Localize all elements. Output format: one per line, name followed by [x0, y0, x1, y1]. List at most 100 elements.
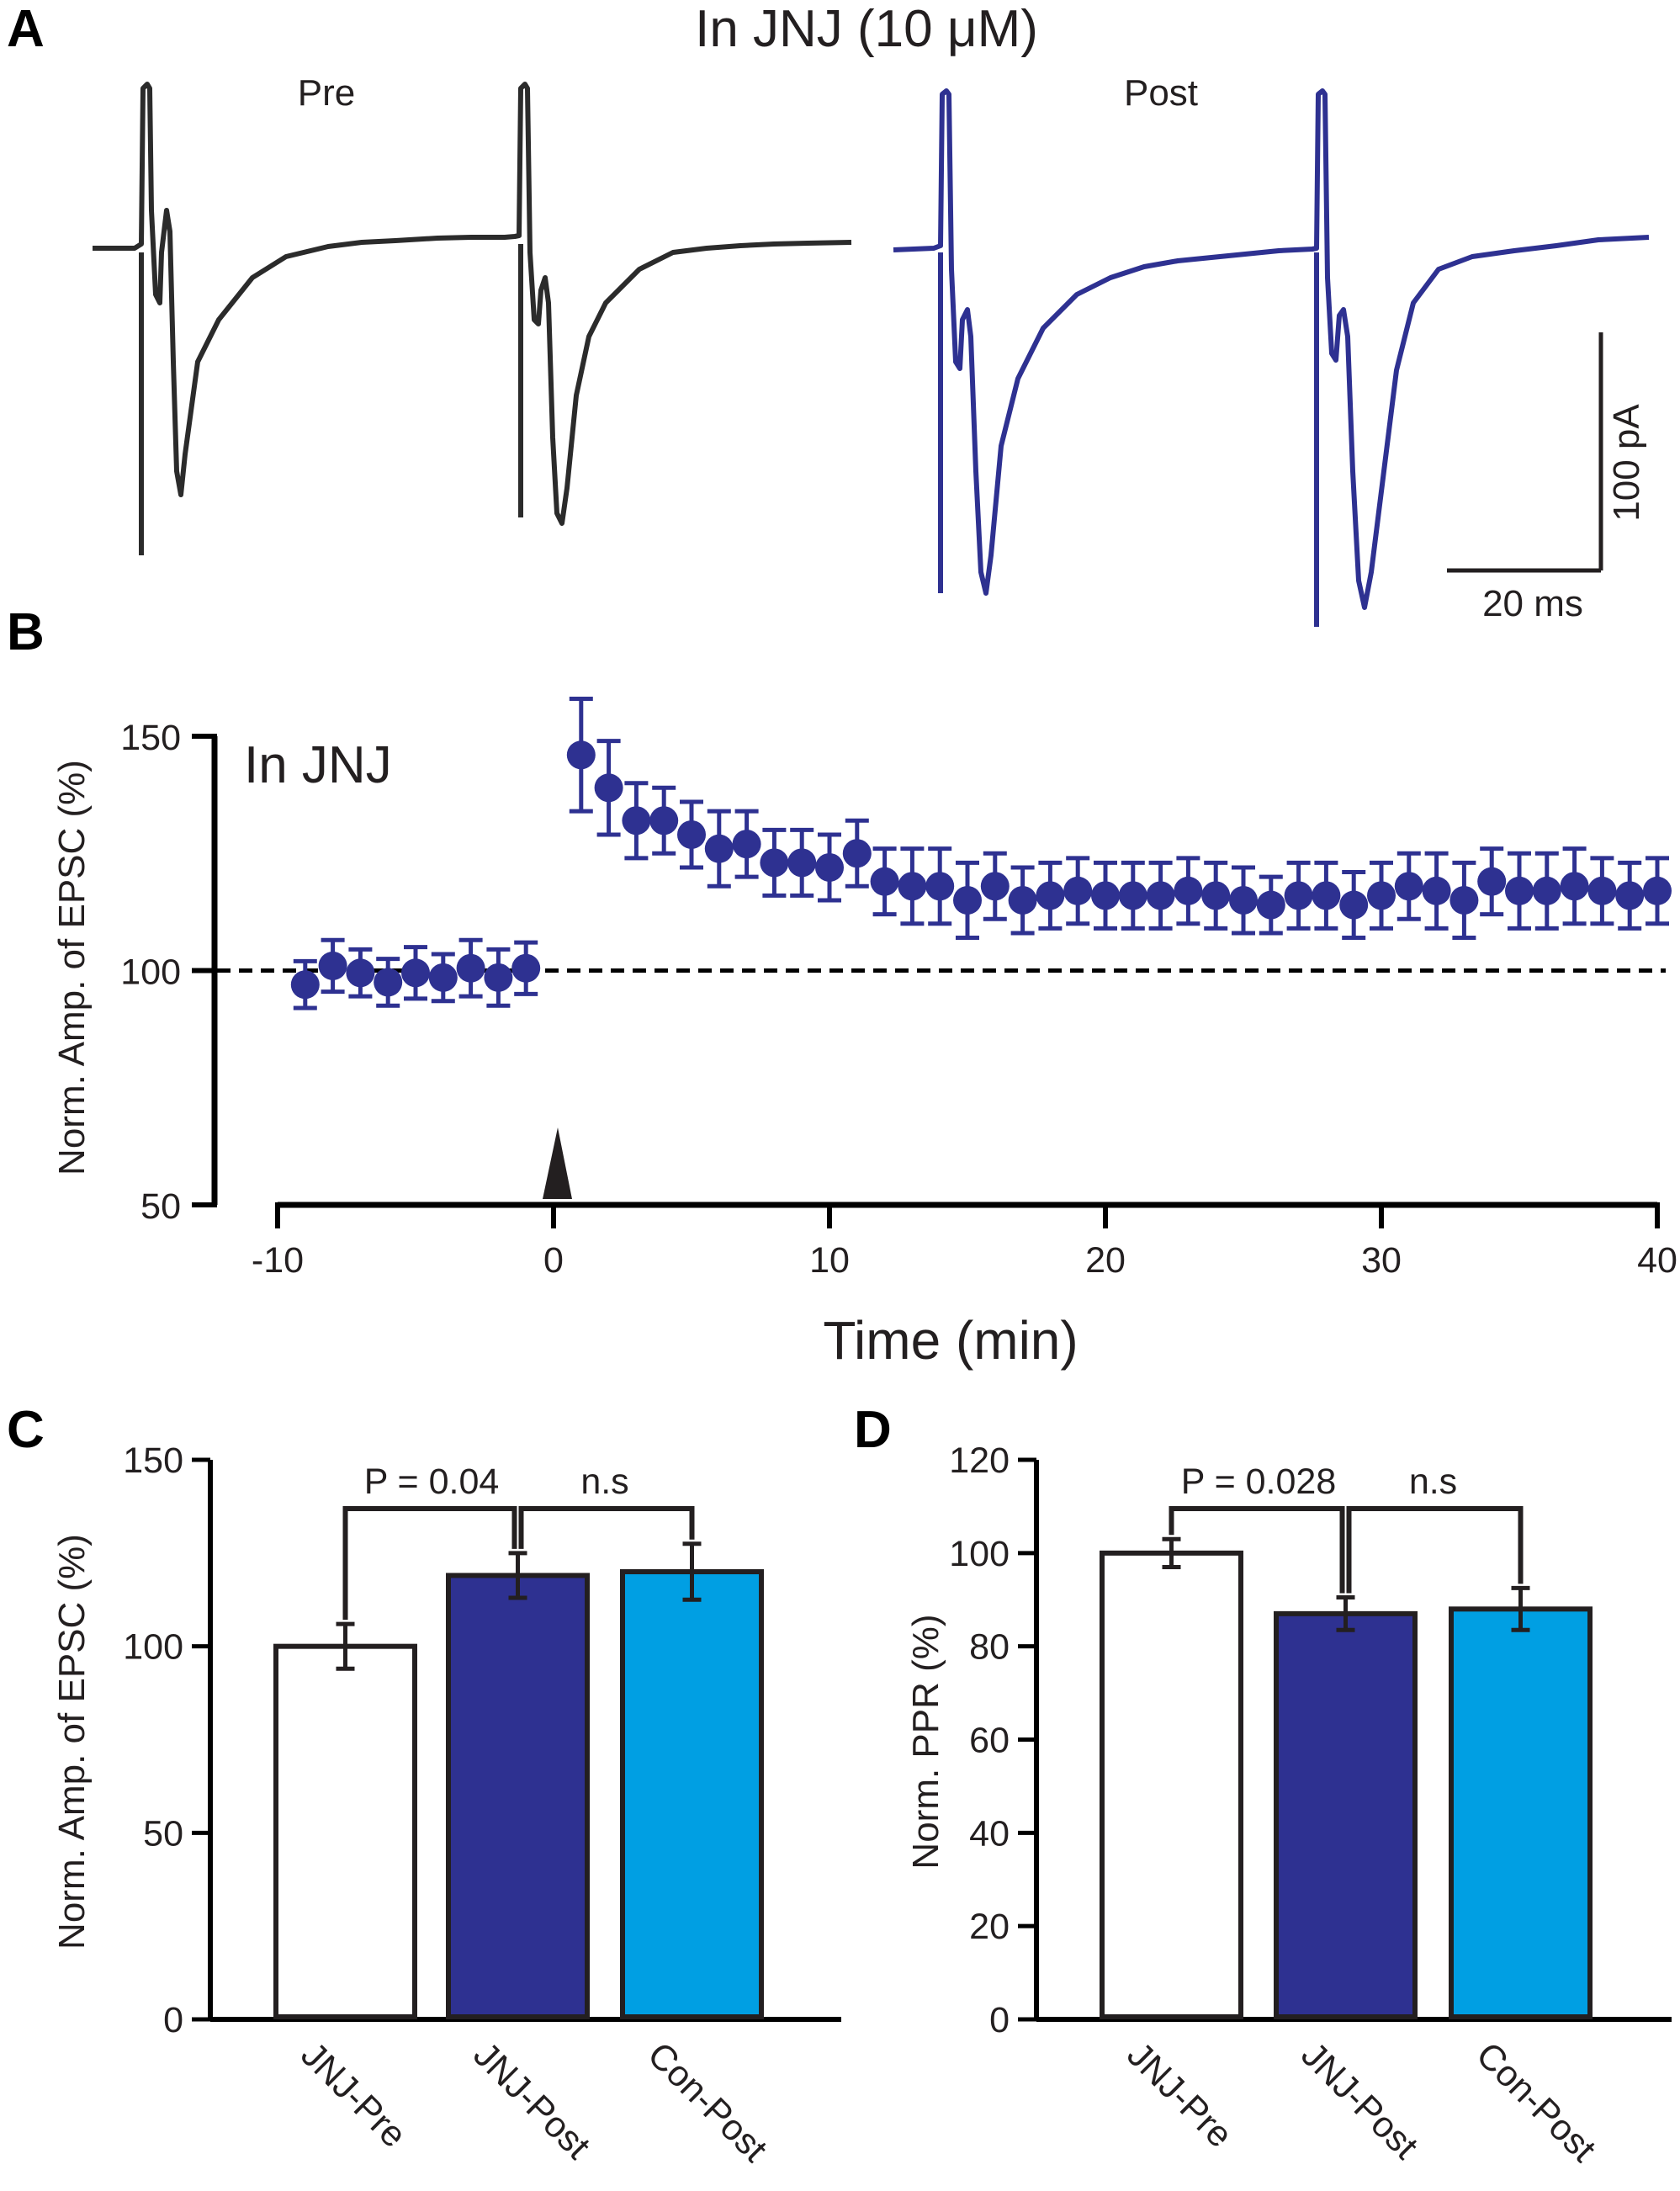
- timecourse-point: [1036, 860, 1065, 931]
- data-point: [1229, 885, 1258, 915]
- d-ylabel: Norm. PPR (%): [905, 1614, 946, 1869]
- timecourse-point: [1449, 860, 1479, 941]
- timecourse-point: [1118, 860, 1147, 931]
- category-label: JNJ-Pre: [1119, 2034, 1240, 2156]
- data-point: [842, 839, 872, 868]
- application-arrowhead: [543, 1127, 572, 1199]
- data-point: [1422, 876, 1451, 905]
- data-point: [511, 953, 541, 983]
- data-point: [1587, 876, 1617, 905]
- timecourse-point: [566, 696, 596, 814]
- y-tick-label: 20: [969, 1907, 1010, 1947]
- data-point: [290, 970, 320, 1000]
- b-ylabel: Norm. Amp. of EPSC (%): [51, 760, 93, 1175]
- data-point: [1643, 876, 1672, 905]
- data-point: [1394, 872, 1423, 901]
- timecourse-point: [622, 781, 651, 861]
- y-tick-label: 150: [123, 1440, 183, 1481]
- panel-label-b: B: [7, 603, 45, 661]
- timecourse-point: [318, 937, 347, 995]
- bar: [1449, 1606, 1593, 2020]
- timecourse-point: [1339, 870, 1369, 941]
- timecourse-point: [1229, 865, 1258, 936]
- data-point: [318, 951, 347, 980]
- timecourse-point: [428, 952, 458, 1004]
- panel-label-d: D: [854, 1401, 892, 1459]
- timecourse-point: [456, 937, 485, 999]
- scale-x-label: 20 ms: [1482, 583, 1583, 624]
- data-point: [346, 958, 375, 988]
- data-point: [980, 872, 1010, 901]
- timecourse-point: [1091, 860, 1120, 931]
- b-x-tick-label: 0: [543, 1240, 564, 1281]
- timecourse-chart: In JNJ Norm. Amp. of EPSC (%) Time (min)…: [51, 696, 1677, 1371]
- data-point: [1256, 890, 1285, 920]
- y-tick-label: 40: [969, 1813, 1010, 1854]
- data-point: [1201, 881, 1231, 910]
- bar-chart-ppr: Norm. PPR (%) 0 20 40 60 80 100 120 JNJ-Pre JNJ-…: [905, 1440, 1672, 2170]
- data-point: [870, 867, 899, 896]
- timecourse-point: [980, 851, 1010, 921]
- category-label: JNJ-Post: [465, 2034, 597, 2167]
- b-y-tick-label: 50: [140, 1186, 181, 1227]
- timecourse-point: [1560, 846, 1589, 926]
- timecourse-point: [953, 860, 982, 941]
- bar: [446, 1573, 590, 2019]
- p-value-label: P = 0.04: [364, 1462, 500, 1502]
- data-point: [953, 885, 982, 915]
- pre-trace: [93, 82, 852, 526]
- timecourse-point: [704, 809, 734, 889]
- b-x-tick-label: 40: [1637, 1240, 1677, 1281]
- data-point: [925, 872, 955, 901]
- data-point: [428, 963, 458, 992]
- timecourse-point: [842, 818, 872, 889]
- bar-chart-epsc: Norm. Amp. of EPSC (%) 0 50 100 150 JNJ-Pre J…: [51, 1440, 841, 2170]
- data-point: [1008, 885, 1037, 915]
- data-point: [622, 806, 651, 836]
- timecourse-point: [1643, 856, 1672, 926]
- b-x-tick-label: 30: [1361, 1240, 1402, 1281]
- pre-label: Pre: [298, 72, 355, 114]
- timecourse-point: [1532, 851, 1561, 931]
- timecourse-point: [1394, 851, 1423, 921]
- timecourse-point: [374, 957, 403, 1008]
- timecourse-point: [1422, 851, 1451, 931]
- y-tick-label: 0: [163, 2000, 183, 2040]
- bar: [1100, 1550, 1243, 2020]
- timecourse-point: [787, 827, 817, 898]
- b-y-tick-label: 100: [120, 952, 181, 993]
- b-xlabel: Time (min): [823, 1310, 1078, 1371]
- timecourse-point: [925, 846, 955, 926]
- timecourse-point: [594, 739, 623, 837]
- data-point: [1449, 885, 1479, 915]
- timecourse-point: [1146, 860, 1175, 931]
- significance-bracket: [342, 1506, 517, 1621]
- data-point: [760, 848, 789, 878]
- ns-label: n.s: [580, 1462, 628, 1502]
- data-point: [1312, 881, 1341, 910]
- data-point: [732, 830, 761, 859]
- timecourse-point: [290, 958, 320, 1011]
- timecourse-point: [1008, 865, 1037, 936]
- data-point: [1174, 876, 1203, 905]
- timecourse-point: [870, 846, 899, 917]
- category-label: Con-Post: [1468, 2034, 1603, 2170]
- data-point: [401, 958, 430, 988]
- p-value-label: P = 0.028: [1181, 1462, 1337, 1502]
- bar: [1274, 1610, 1418, 2019]
- significance-bracket: [1169, 1506, 1345, 1594]
- data-point: [456, 953, 485, 983]
- y-tick-label: 50: [143, 1813, 183, 1854]
- data-point: [374, 968, 403, 997]
- timecourse-point: [649, 785, 679, 856]
- category-label: JNJ-Pre: [293, 2034, 414, 2156]
- b-x-tick-label: 10: [809, 1240, 850, 1281]
- ns-label: n.s: [1409, 1462, 1457, 1502]
- b-inset-label: In JNJ: [244, 736, 392, 794]
- y-tick-label: 100: [949, 1534, 1010, 1574]
- timecourse-point: [1174, 856, 1203, 926]
- timecourse-point: [484, 947, 513, 1008]
- category-label: Con-Post: [639, 2034, 775, 2170]
- bar: [273, 1643, 417, 2019]
